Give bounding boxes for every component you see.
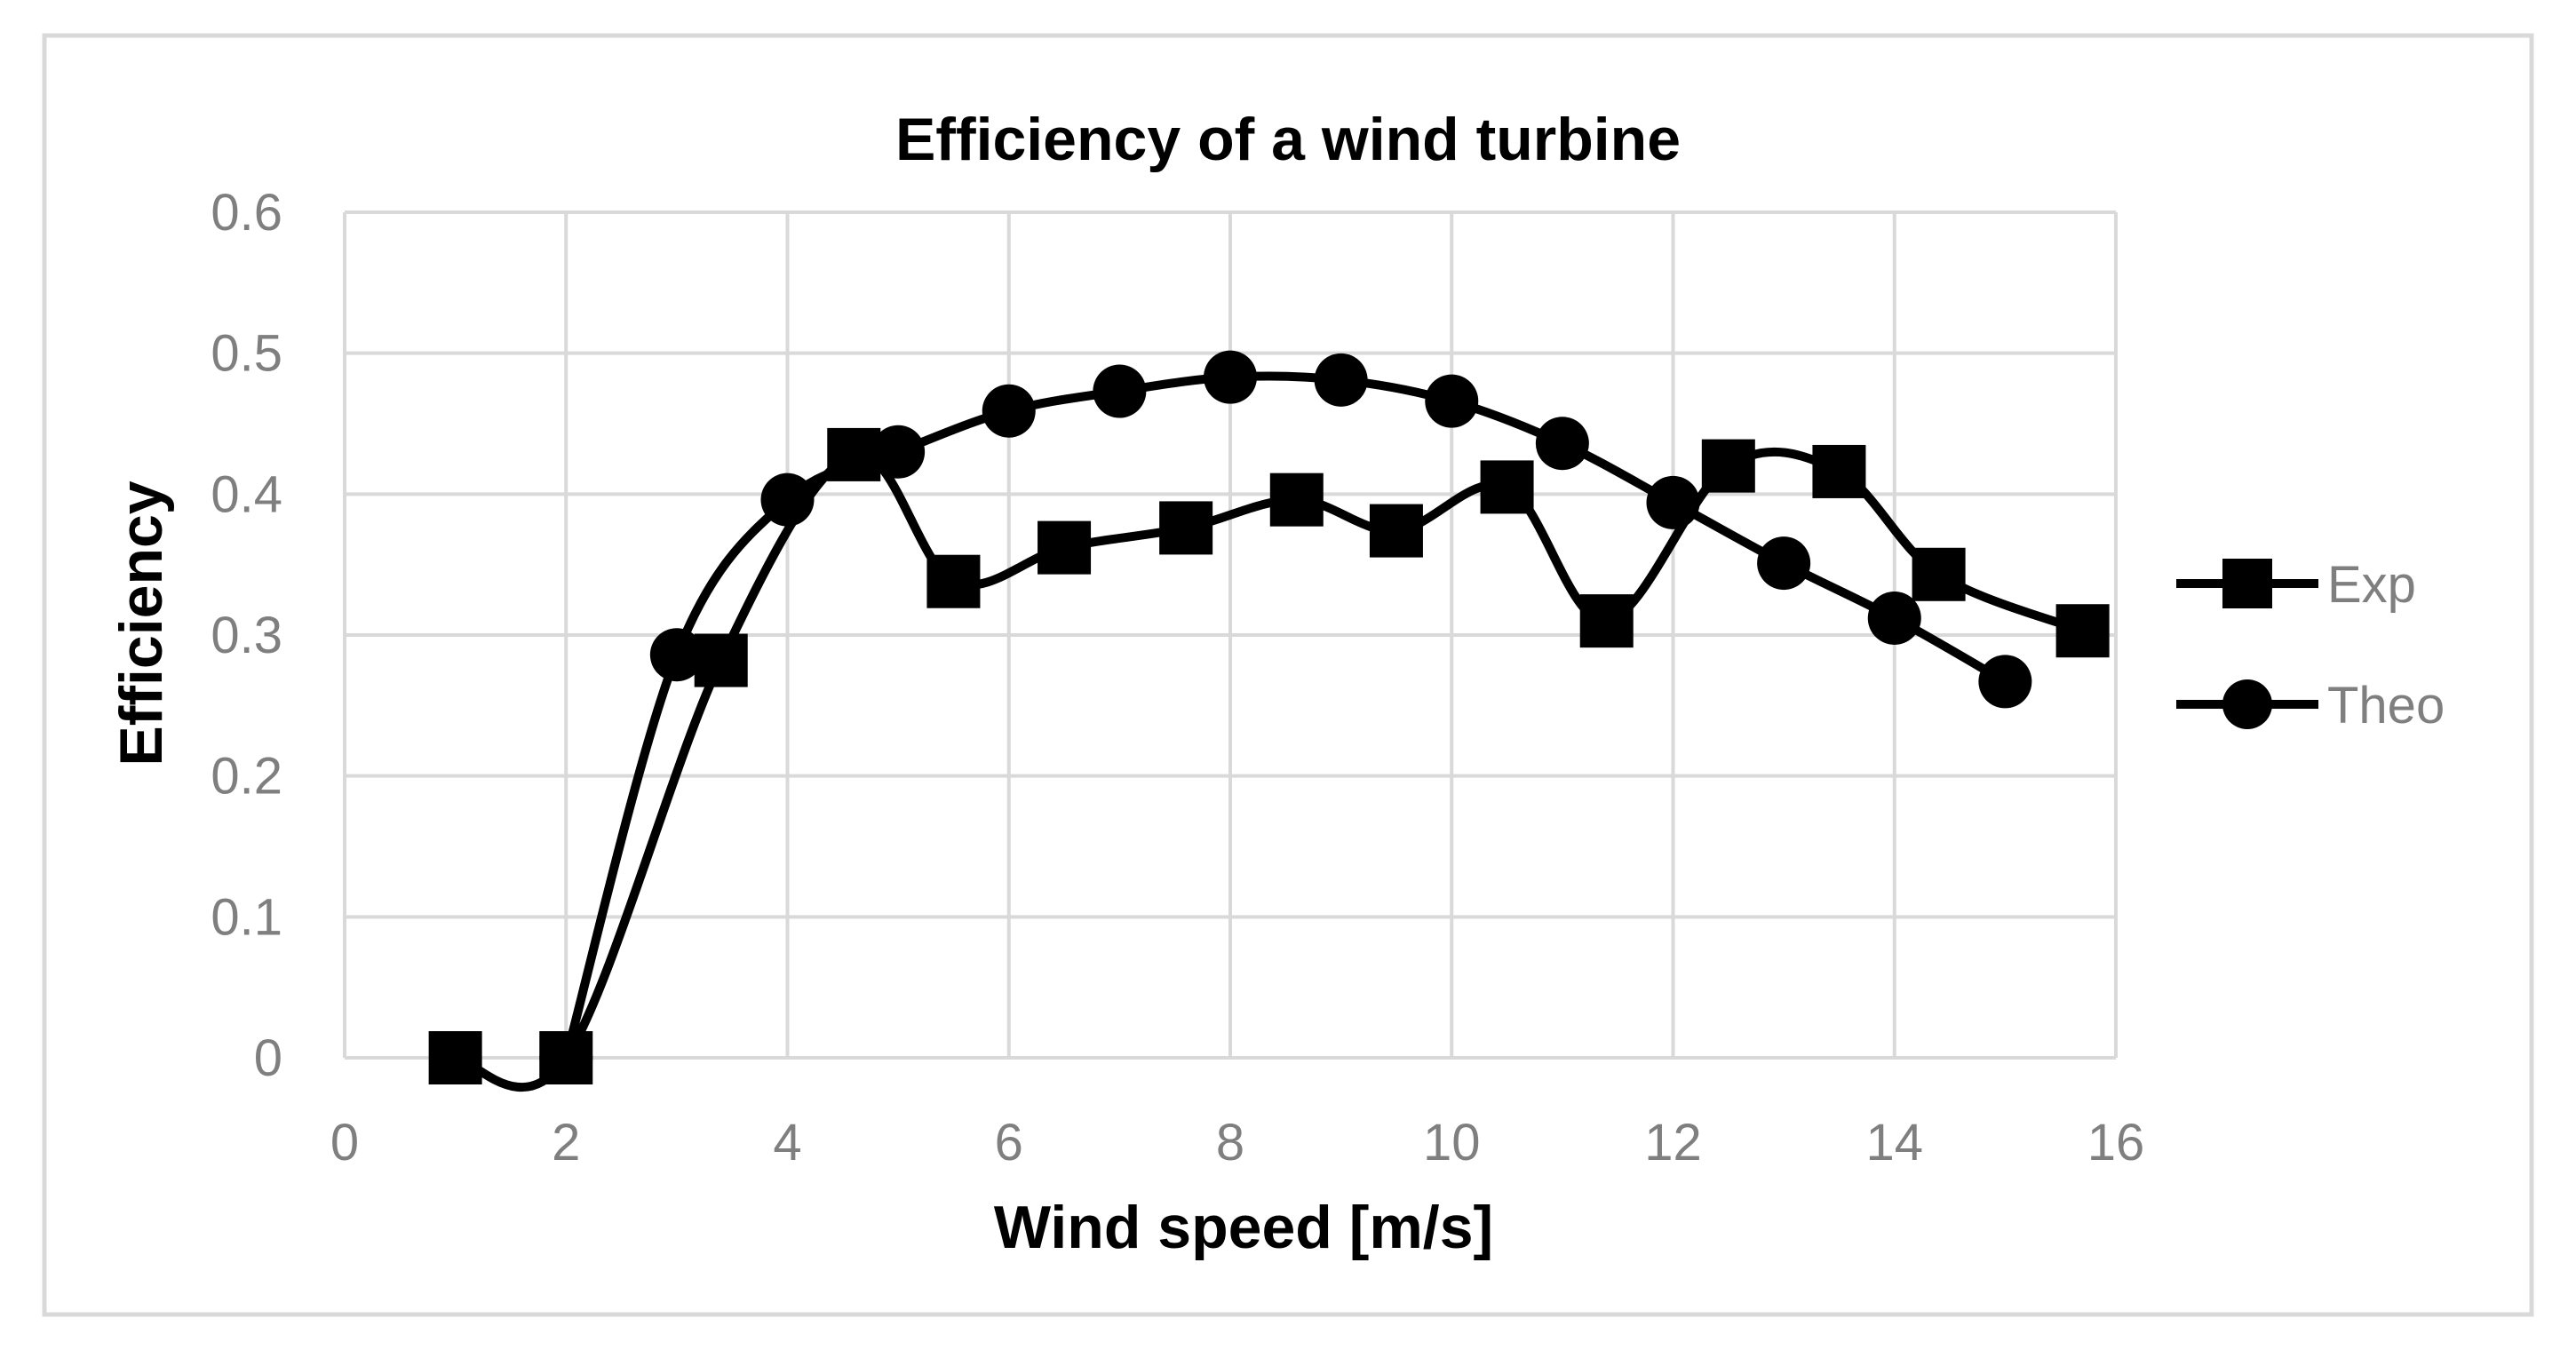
data-point-exp xyxy=(2055,604,2110,658)
legend-item-exp: Exp xyxy=(2176,556,2416,614)
data-point-exp xyxy=(1579,594,1634,648)
data-point-exp xyxy=(1480,460,1534,514)
legend-exp-label: Exp xyxy=(2327,556,2416,614)
data-point-theo xyxy=(1757,536,1811,591)
y-tick-label: 0.4 xyxy=(211,465,282,523)
data-point-theo xyxy=(1867,591,1921,645)
chart-title: Efficiency of a wind turbine xyxy=(895,106,1681,173)
data-point-theo xyxy=(760,473,815,527)
data-point-exp xyxy=(694,633,748,687)
data-point-exp xyxy=(1159,501,1213,555)
x-tick-label: 10 xyxy=(1423,1114,1481,1171)
data-point-exp xyxy=(1701,439,1755,493)
data-point-exp xyxy=(1269,473,1324,527)
x-axis-ticks: 0 2 4 6 8 10 12 14 16 xyxy=(330,1114,2144,1171)
legend-item-theo: Theo xyxy=(2176,677,2445,735)
y-tick-label: 0.2 xyxy=(211,748,282,806)
data-point-theo xyxy=(1425,374,1479,428)
x-tick-label: 4 xyxy=(773,1114,801,1171)
data-point-exp xyxy=(926,554,981,608)
y-tick-label: 0.5 xyxy=(211,325,282,383)
y-axis-title: Efficiency xyxy=(107,480,175,766)
data-point-exp xyxy=(1038,520,1092,575)
data-point-theo xyxy=(1093,364,1147,418)
data-point-theo xyxy=(539,1031,593,1084)
x-tick-label: 0 xyxy=(330,1114,359,1171)
x-tick-label: 16 xyxy=(2087,1114,2145,1171)
data-point-theo xyxy=(1646,475,1700,529)
y-tick-label: 0.1 xyxy=(211,888,282,946)
data-point-theo xyxy=(1314,353,1368,407)
x-tick-label: 14 xyxy=(1865,1114,1923,1171)
series-theo xyxy=(539,350,2032,1084)
y-tick-label: 0 xyxy=(254,1029,282,1087)
y-tick-label: 0.3 xyxy=(211,607,282,664)
data-point-theo xyxy=(1978,655,2032,709)
legend-theo-marker xyxy=(2222,679,2272,729)
data-point-exp xyxy=(1369,504,1423,558)
data-point-exp xyxy=(428,1031,482,1084)
x-tick-label: 6 xyxy=(995,1114,1023,1171)
y-tick-label: 0.6 xyxy=(211,184,282,242)
data-point-theo xyxy=(871,425,926,479)
x-axis-title: Wind speed [m/s] xyxy=(994,1194,1493,1261)
x-tick-label: 12 xyxy=(1644,1114,1702,1171)
y-axis-ticks: 0 0.1 0.2 0.3 0.4 0.5 0.6 xyxy=(211,184,282,1087)
data-point-exp xyxy=(1812,444,1866,498)
data-point-theo xyxy=(1204,350,1257,404)
data-point-theo xyxy=(1535,417,1589,471)
x-tick-label: 2 xyxy=(552,1114,580,1171)
x-tick-label: 8 xyxy=(1216,1114,1244,1171)
chart-border xyxy=(42,33,2534,1317)
legend-exp-marker xyxy=(2222,559,2272,608)
legend: Exp Theo xyxy=(2176,556,2445,735)
data-point-theo xyxy=(982,384,1036,438)
data-point-exp xyxy=(1912,547,1966,601)
series xyxy=(428,350,2110,1092)
data-point-theo xyxy=(649,628,704,682)
legend-theo-label: Theo xyxy=(2327,677,2445,735)
series-line-exp xyxy=(450,447,2087,1092)
